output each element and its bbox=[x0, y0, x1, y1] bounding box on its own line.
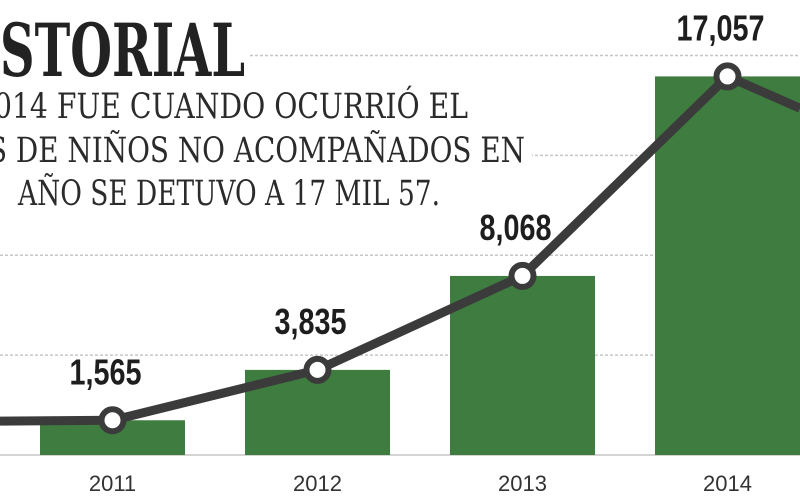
chart-title: STORIAL bbox=[0, 8, 245, 94]
x-tick-label-2014: 2014 bbox=[703, 471, 752, 496]
data-label-2014: 17,057 bbox=[676, 7, 764, 48]
trend-line-group bbox=[0, 62, 800, 435]
x-axis: 2011 2012 2013 2014 bbox=[89, 471, 752, 496]
chart-subtitle-line-1: 014 FUE CUANDO OCURRIÓ EL bbox=[0, 85, 468, 127]
text-backdrops bbox=[0, 12, 532, 214]
data-label-2013: 8,068 bbox=[479, 207, 551, 248]
data-label-2012: 3,835 bbox=[274, 301, 346, 342]
data-point-marker-2011 bbox=[98, 406, 127, 435]
data-point-marker-2014 bbox=[713, 62, 742, 91]
chart-subtitle-line-3: AÑO SE DETUVO A 17 MIL 57. bbox=[17, 172, 440, 214]
x-tick-label-2012: 2012 bbox=[293, 471, 342, 496]
subtitle-backdrop-1 bbox=[0, 88, 474, 126]
chart-subtitle-line-2: S DE NIÑOS NO ACOMPAÑADOS EN bbox=[0, 129, 525, 171]
subtitle-backdrop-3 bbox=[0, 174, 446, 214]
subtitle-backdrop-2 bbox=[0, 130, 532, 170]
data-labels: 1,565 3,835 8,068 17,057 bbox=[66, 4, 767, 395]
bar-2013 bbox=[450, 275, 595, 455]
title-backdrop bbox=[0, 12, 248, 84]
data-point-marker-2012 bbox=[303, 355, 332, 384]
data-point-marker-2013 bbox=[508, 261, 537, 290]
bar-2014 bbox=[655, 76, 800, 455]
data-label-2011: 1,565 bbox=[69, 351, 141, 392]
x-tick-label-2011: 2011 bbox=[89, 471, 136, 496]
x-tick-label-2013: 2013 bbox=[498, 471, 547, 496]
